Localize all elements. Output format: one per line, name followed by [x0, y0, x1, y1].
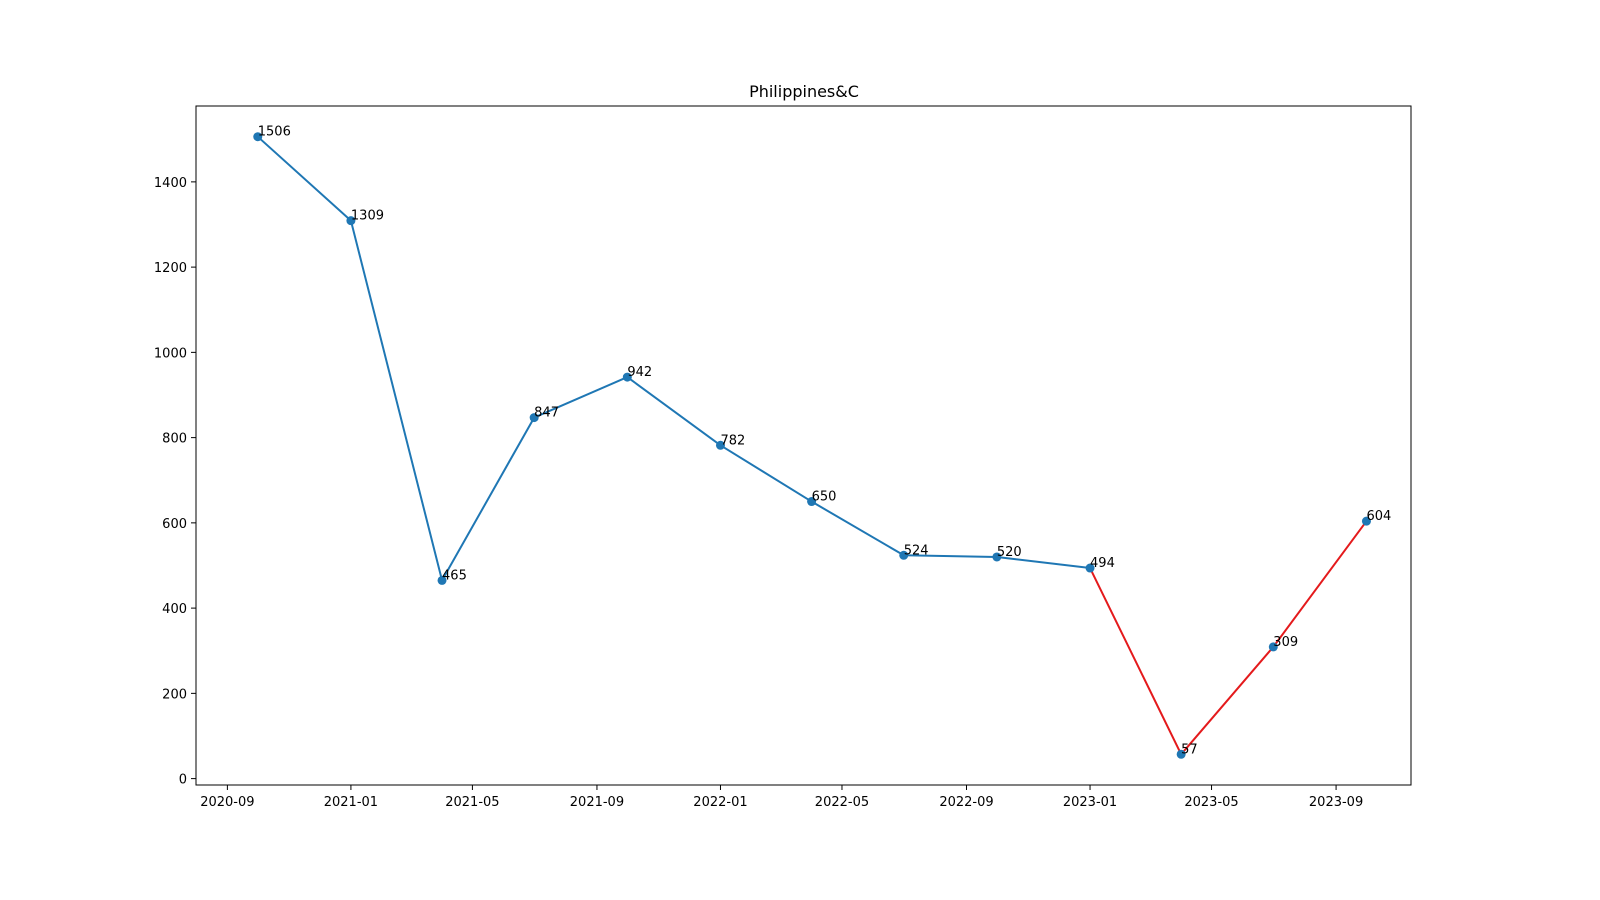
plot-area: 1506 1309 465 847 942 782 650 524 520 494 57 309 604	[253, 125, 1391, 759]
series-line-1	[257, 135, 1091, 582]
data-label-11: 57	[1181, 742, 1198, 757]
x-tick-label-4: 2021-09	[570, 795, 624, 810]
data-point-2	[346, 216, 356, 226]
y-axis: 0 200 400 600 800 1000 1200 1400	[154, 176, 196, 788]
y-tick-label-8: 1400	[154, 176, 187, 191]
y-tick-label-6: 1000	[154, 346, 187, 361]
series-line-2	[1089, 520, 1368, 756]
chart-title: Philippines&C	[749, 82, 859, 101]
data-label-7: 650	[812, 490, 837, 505]
data-point-7	[807, 497, 817, 507]
x-tick-label-7: 2022-09	[939, 795, 993, 810]
data-label-6: 782	[720, 433, 745, 448]
data-point-8	[899, 550, 909, 560]
x-tick-label-3: 2021-05	[445, 795, 499, 810]
y-tick-label-5: 800	[162, 432, 187, 447]
x-tick-label-6: 2022-05	[815, 795, 869, 810]
y-tick-label-1: 0	[179, 773, 187, 788]
x-tick-label-1: 2020-09	[200, 795, 254, 810]
data-point-6	[715, 440, 725, 450]
data-point-5	[622, 372, 632, 382]
x-tick-label-2: 2021-01	[324, 795, 378, 810]
x-tick-label-10: 2023-09	[1309, 795, 1363, 810]
x-tick-label-5: 2022-01	[693, 795, 747, 810]
data-point-9	[992, 552, 1002, 562]
data-label-9: 520	[997, 545, 1022, 560]
data-label-8: 524	[904, 543, 929, 558]
y-tick-label-2: 200	[162, 687, 187, 702]
x-tick-label-9: 2023-05	[1184, 795, 1238, 810]
data-point-4	[529, 413, 539, 423]
data-point-10	[1085, 563, 1095, 573]
data-label-12: 309	[1273, 635, 1298, 650]
data-label-10: 494	[1090, 556, 1115, 571]
x-axis: 2020-09 2021-01 2021-05 2021-09 2022-01 2022-…	[200, 785, 1363, 810]
data-label-1: 1506	[258, 125, 291, 140]
axes-frame	[195, 105, 1412, 786]
data-point-1	[253, 132, 263, 142]
data-point-13	[1361, 516, 1371, 526]
data-label-2: 1309	[351, 209, 384, 224]
data-label-3: 465	[442, 568, 467, 583]
data-point-11	[1176, 749, 1186, 759]
data-label-5: 942	[627, 365, 652, 380]
y-tick-label-4: 600	[162, 517, 187, 532]
data-point-12	[1268, 642, 1278, 652]
x-tick-label-8: 2023-01	[1063, 795, 1117, 810]
data-label-4: 847	[534, 406, 559, 421]
data-label-13: 604	[1366, 509, 1391, 524]
y-tick-label-7: 1200	[154, 261, 187, 276]
data-point-3	[437, 575, 447, 585]
y-tick-label-3: 400	[162, 602, 187, 617]
